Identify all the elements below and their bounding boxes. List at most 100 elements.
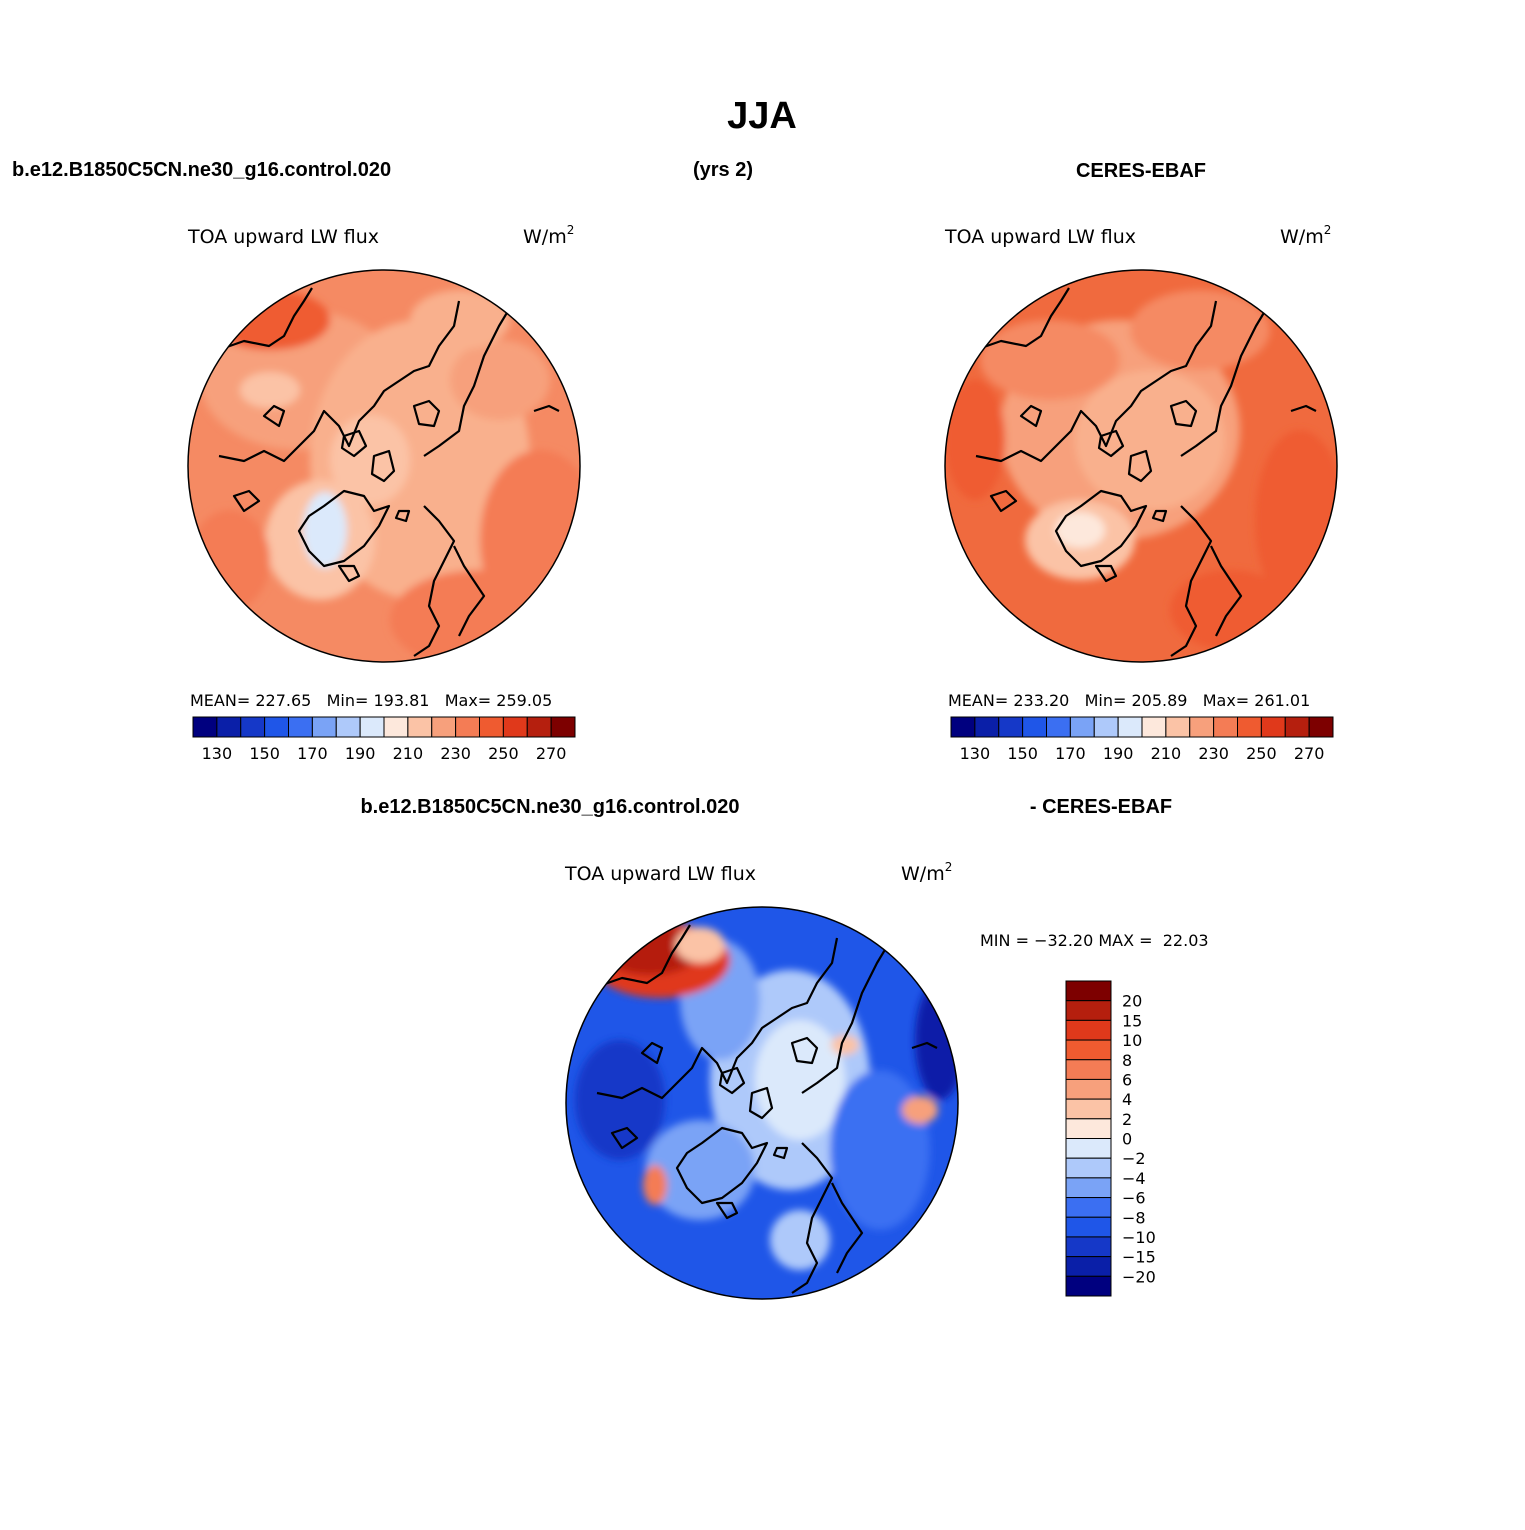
- figure-title: JJA: [727, 95, 797, 137]
- colorbar-swatch: [1065, 1216, 1112, 1238]
- colorbar-swatch: [1065, 1236, 1112, 1258]
- colorbar-level-label: 10: [1122, 1031, 1142, 1050]
- diff-variable-label: TOA upward LW flux: [564, 863, 756, 885]
- colorbar-tick-label: 270: [536, 744, 567, 763]
- model-units-sup: 2: [567, 223, 575, 237]
- obs-source-label: CERES-EBAF: [1076, 160, 1206, 182]
- model-colorbar: 130 150 170 190 210 230 250 270: [192, 716, 576, 763]
- diff-field-blob: [643, 1165, 667, 1205]
- model-variable-label: TOA upward LW flux: [187, 226, 379, 248]
- colorbar-tick-label: 250: [1246, 744, 1277, 763]
- diff-map-border: [565, 906, 959, 1300]
- colorbar-tick-label: 210: [393, 744, 424, 763]
- colorbar-level-label: −20: [1122, 1267, 1156, 1286]
- colorbar-tick-label: 190: [1103, 744, 1134, 763]
- obs-stats-text: MEAN= 233.20 Min= 205.89 Max= 261.01: [948, 691, 1310, 710]
- colorbar-tick-label: 130: [202, 744, 233, 763]
- colorbar-swatch: [1117, 716, 1143, 738]
- obs-field-blob: [980, 320, 1120, 400]
- obs-field-blob: [1055, 512, 1105, 548]
- colorbar-tick-label: 150: [1007, 744, 1038, 763]
- colorbar-swatch: [1022, 716, 1047, 738]
- diff-units-sup: 2: [945, 860, 953, 874]
- model-units-base: W/m: [523, 226, 567, 248]
- colorbar-swatch: [1284, 716, 1310, 738]
- colorbar-tick-label: 230: [440, 744, 471, 763]
- colorbar-swatch: [1065, 1177, 1112, 1199]
- colorbar-swatch: [998, 716, 1024, 738]
- colorbar-level-label: 8: [1122, 1051, 1132, 1070]
- diff-case-label: b.e12.B1850C5CN.ne30_g16.control.020: [360, 796, 739, 818]
- colorbar-swatch: [335, 716, 361, 738]
- colorbar-swatch: [1065, 1118, 1112, 1139]
- colorbar-swatch: [550, 716, 576, 738]
- colorbar-tick-label: 250: [488, 744, 519, 763]
- colorbar-swatch: [1069, 716, 1095, 738]
- diff-minmax-text: MIN = −32.20 MAX = 22.03: [980, 931, 1209, 950]
- colorbar-swatch: [1093, 716, 1119, 738]
- model-units-label: W/m2: [523, 223, 574, 248]
- colorbar-level-label: −8: [1122, 1208, 1146, 1227]
- colorbar-level-label: 4: [1122, 1090, 1132, 1109]
- colorbar-swatch: [1065, 1059, 1112, 1080]
- colorbar-swatch: [1065, 1197, 1112, 1218]
- obs-panel: TOA upward LW flux W/m2 MEAN= 233.20 Min…: [944, 223, 1338, 763]
- colorbar-level-label: −4: [1122, 1169, 1146, 1188]
- colorbar-tick-label: 190: [345, 744, 376, 763]
- colorbar-swatch: [240, 716, 266, 738]
- model-field-blob: [330, 415, 410, 505]
- colorbar-tick-label: 150: [249, 744, 280, 763]
- colorbar-swatch: [431, 716, 457, 738]
- model-field-blob: [410, 290, 510, 350]
- diff-field-blob: [575, 1040, 665, 1160]
- colorbar-swatch: [288, 716, 313, 738]
- colorbar-swatch: [526, 716, 552, 738]
- model-field-blob: [240, 372, 300, 408]
- obs-units-base: W/m: [1280, 226, 1324, 248]
- colorbar-swatch: [1308, 716, 1334, 738]
- colorbar-swatch: [1065, 1157, 1112, 1179]
- diff-polar-map: [566, 907, 958, 1299]
- obs-variable-label: TOA upward LW flux: [944, 226, 1136, 248]
- colorbar-swatch: [1065, 1098, 1112, 1120]
- colorbar-level-label: −15: [1122, 1248, 1156, 1267]
- colorbar-swatch: [1065, 1275, 1112, 1297]
- model-field-blob: [303, 492, 347, 568]
- model-field-blob: [190, 510, 270, 610]
- colorbar-swatch: [407, 716, 433, 738]
- obs-colorbar: 130 150 170 190 210 230 250 270: [950, 716, 1334, 763]
- colorbar-level-label: 6: [1122, 1070, 1132, 1089]
- colorbar-swatch: [1065, 980, 1112, 1002]
- obs-field-blob: [1075, 370, 1225, 510]
- diff-field-blob: [755, 1020, 845, 1140]
- colorbar-swatch: [1189, 716, 1215, 738]
- colorbar-swatch: [1065, 1138, 1112, 1159]
- years-label: (yrs 2): [693, 159, 753, 181]
- colorbar-swatch: [1260, 716, 1286, 738]
- colorbar-swatch: [1065, 1039, 1112, 1061]
- colorbar-tick-label: 130: [960, 744, 991, 763]
- model-field-blob: [210, 290, 330, 350]
- colorbar-swatch: [311, 716, 337, 738]
- colorbar-level-label: −6: [1122, 1189, 1146, 1208]
- obs-units-label: W/m2: [1280, 223, 1331, 248]
- colorbar-swatch: [502, 716, 528, 738]
- colorbar-swatch: [1213, 716, 1238, 738]
- colorbar-swatch: [1165, 716, 1191, 738]
- colorbar-swatch: [264, 716, 289, 738]
- colorbar-swatch: [216, 716, 242, 738]
- colorbar-swatch: [1065, 1000, 1112, 1021]
- model-panel: TOA upward LW flux W/m2 MEAN= 227.65: [187, 223, 581, 763]
- colorbar-swatch: [950, 716, 976, 738]
- colorbar-tick-label: 210: [1151, 744, 1182, 763]
- colorbar-swatch: [1065, 1256, 1112, 1277]
- diff-field-blob: [675, 927, 725, 963]
- colorbar-swatch: [974, 716, 1000, 738]
- colorbar-tick-label: 230: [1198, 744, 1229, 763]
- diff-panel: TOA upward LW flux W/m2: [564, 860, 1209, 1300]
- colorbar-level-label: −10: [1122, 1228, 1156, 1247]
- colorbar-swatch: [479, 716, 504, 738]
- obs-units-sup: 2: [1324, 223, 1332, 237]
